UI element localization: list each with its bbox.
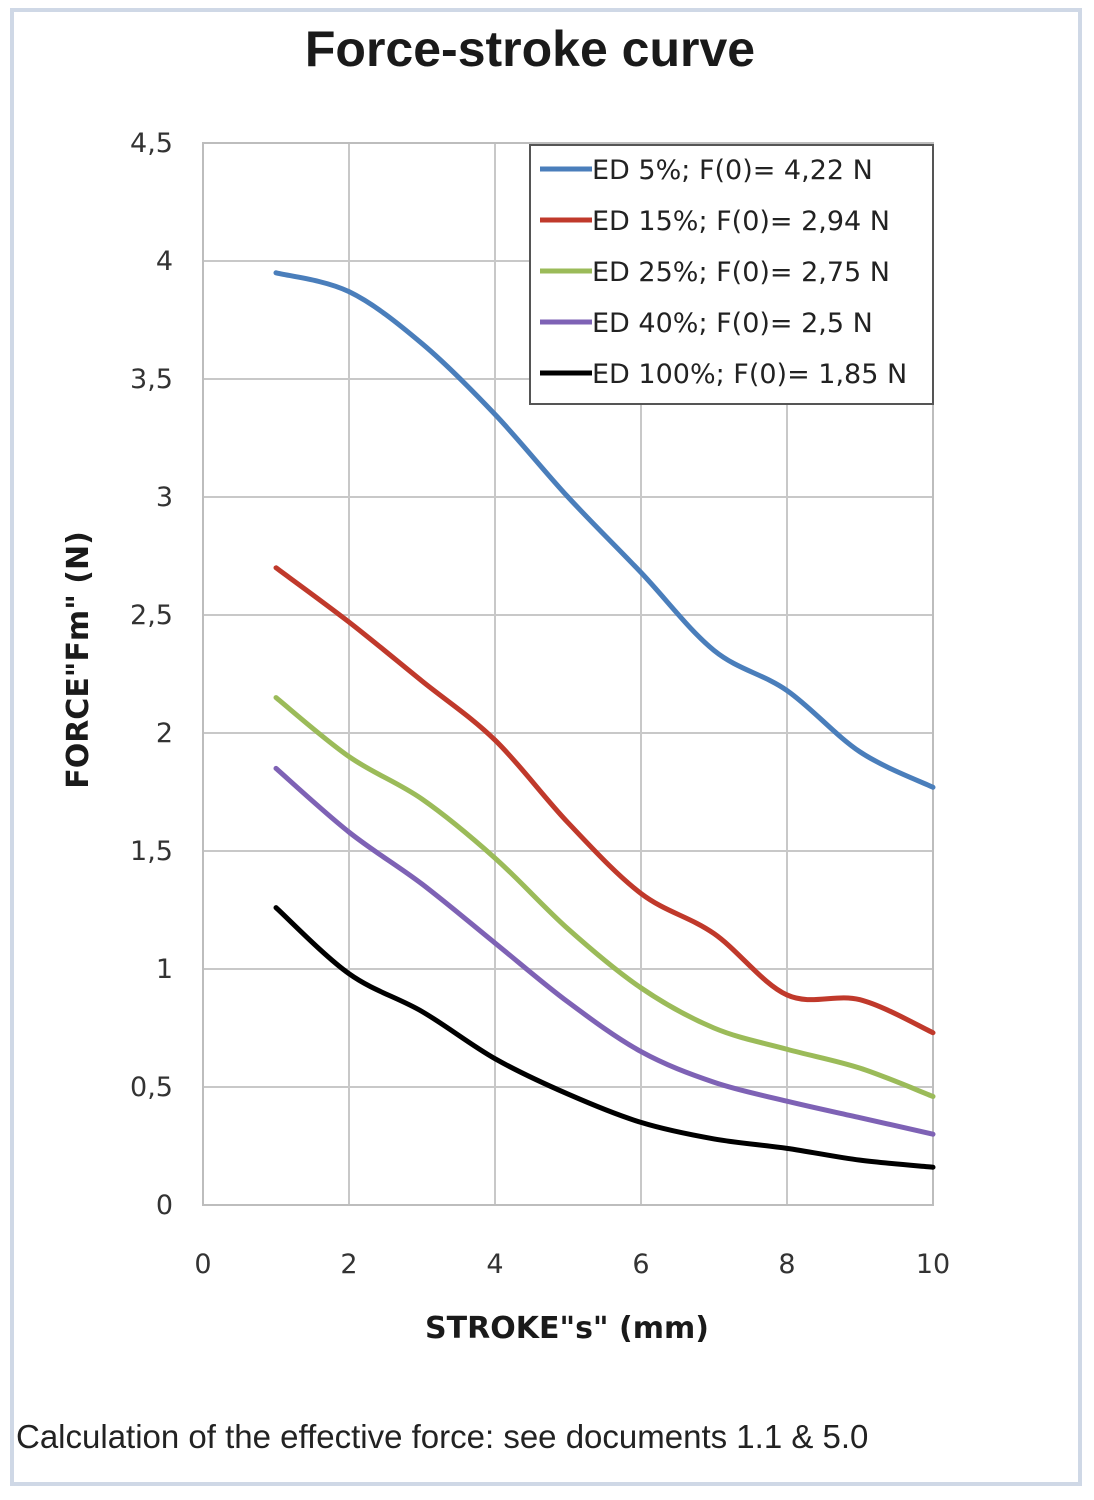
x-tick-label: 8: [778, 1249, 795, 1280]
chart-title: Force-stroke curve: [304, 21, 756, 77]
x-tick-label: 2: [340, 1249, 357, 1280]
x-tick-label: 10: [916, 1249, 950, 1280]
y-tick-label: 4: [156, 246, 173, 277]
x-tick-label: 6: [632, 1249, 649, 1280]
series-line-5: [273, 905, 936, 1170]
y-axis-label: FORCE"Fm" (N): [61, 531, 96, 789]
series-lines: [273, 270, 936, 1170]
series-line-1: [273, 270, 936, 790]
plot-area-border: [202, 142, 934, 1206]
series-line-3: [273, 695, 936, 1099]
series-line-2: [273, 565, 936, 1036]
legend-box: [529, 144, 934, 405]
y-tick-label: 1: [156, 954, 173, 985]
caption-text: Calculation of the effective force: see …: [16, 1418, 869, 1455]
axes: 0 0,5 1 1,5 2 2,5 3 3,5 4 4,5 0 2 4 6 8 10: [130, 128, 950, 1280]
legend-entry: ED 40%; F(0)= 2,5 N: [592, 308, 873, 339]
x-tick-label: 0: [194, 1249, 211, 1280]
x-tick-label: 4: [486, 1249, 503, 1280]
legend-entry: ED 5%; F(0)= 4,22 N: [592, 155, 873, 186]
y-tick-label: 4,5: [130, 128, 173, 159]
legend-entry: ED 25%; F(0)= 2,75 N: [592, 257, 890, 288]
y-tick-label: 0,5: [130, 1072, 173, 1103]
y-tick-label: 1,5: [130, 836, 173, 867]
y-tick-label: 3,5: [130, 364, 173, 395]
y-tick-label: 3: [156, 482, 173, 513]
y-tick-label: 0: [156, 1190, 173, 1221]
legend-entry: ED 100%; F(0)= 1,85 N: [592, 359, 907, 390]
legend: ED 5%; F(0)= 4,22 N ED 15%; F(0)= 2,94 N E…: [529, 144, 934, 405]
x-axis-label: STROKE"s" (mm): [425, 1311, 709, 1346]
legend-entry: ED 15%; F(0)= 2,94 N: [592, 206, 890, 237]
y-tick-label: 2,5: [130, 600, 173, 631]
series-line-4: [273, 765, 936, 1137]
y-tick-label: 2: [156, 718, 173, 749]
